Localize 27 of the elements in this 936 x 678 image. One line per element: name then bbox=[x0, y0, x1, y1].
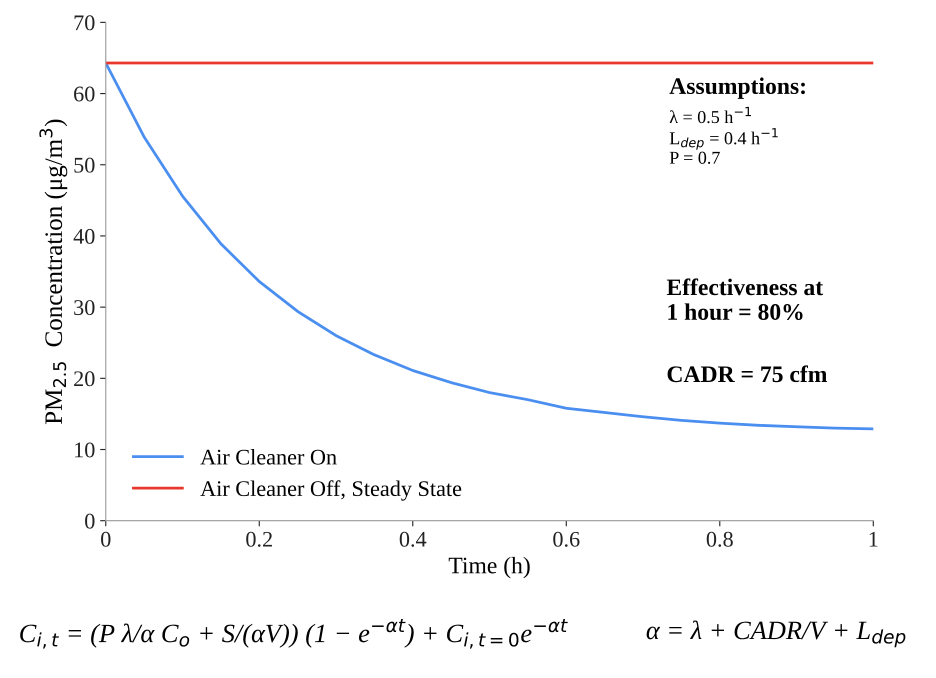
annotation: Effectiveness at 1 hour = 80% bbox=[666, 278, 824, 320]
y-tick-label: 50 bbox=[74, 158, 95, 173]
line-series bbox=[106, 62, 874, 430]
y-tick-label: 60 bbox=[74, 86, 95, 102]
annotation: CADR = 75 cfm bbox=[668, 365, 828, 382]
y-tick-label: 10 bbox=[75, 442, 95, 458]
text: α = λ + CADR/V + L$_{dep}$ bbox=[646, 620, 906, 648]
x-tick-label: 1 bbox=[870, 532, 878, 547]
legend-label: Air Cleaner Off, Steady State bbox=[200, 480, 462, 501]
x-tick-label: 0 bbox=[101, 532, 110, 547]
annotation: P = 0.7 bbox=[670, 152, 720, 164]
y-tick-label: 70 bbox=[74, 15, 95, 30]
x-tick-label: 0.6 bbox=[553, 532, 580, 547]
text: C$_{i,t}$ = (P λ/α C$_{o}$ + S/(αV)) (1 − e$^{−αt}$) + C$_{i,t=0}$e$^{−αt}$ bbox=[20, 619, 568, 649]
annotation: λ = 0.5 h$^{−1}$ bbox=[670, 106, 751, 124]
annotation: Assumptions: bbox=[669, 77, 805, 99]
x-tick-label: 0.2 bbox=[246, 532, 272, 547]
x-tick-label: 0.8 bbox=[706, 532, 733, 547]
x-axis-title: Time (h) bbox=[448, 556, 530, 578]
y-tick-label: 40 bbox=[74, 228, 95, 244]
y-tick-label: 20 bbox=[74, 371, 95, 386]
legend-label: Air Cleaner On bbox=[200, 449, 337, 465]
y-tick-label: 0 bbox=[85, 514, 95, 529]
x-tick-label: 0.4 bbox=[400, 532, 426, 547]
annotation: L$_{dep}$ = 0.4 h$^{−1}$ bbox=[670, 128, 778, 150]
y-tick-label: 30 bbox=[74, 300, 95, 316]
y-axis-title: PM$_{2.5}$ Concentration (μg/m$^{3}$) bbox=[39, 120, 68, 424]
